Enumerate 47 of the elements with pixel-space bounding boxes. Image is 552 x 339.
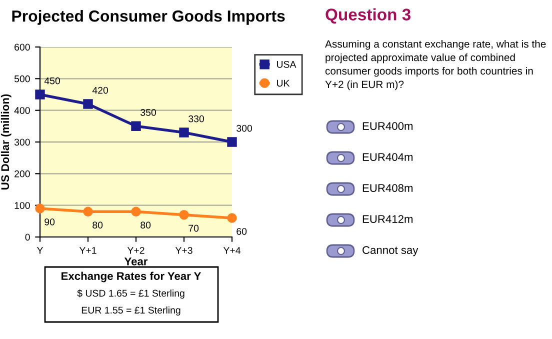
data-label: 70 (188, 224, 199, 232)
x-tick-label: Y+2 (127, 246, 144, 254)
x-axis-title: Year (124, 258, 148, 266)
y-tick-label: 0 (25, 234, 30, 241)
y-tick-label: 600 (14, 44, 30, 51)
y-tick-label: 100 (14, 202, 30, 209)
data-label: 60 (236, 228, 247, 235)
data-label: 80 (140, 222, 151, 229)
text: Question 3 (326, 8, 411, 24)
data-label: 330 (188, 115, 204, 122)
data-label: 420 (92, 86, 108, 94)
point (227, 213, 237, 223)
data-label: 450 (44, 77, 60, 84)
text: EUR404m (362, 153, 413, 161)
legend-label: UK (277, 80, 290, 87)
point (227, 137, 237, 147)
data-label: 300 (236, 124, 252, 132)
legend-label: USA (277, 60, 296, 68)
text: $ USD 1.65 = £1 Sterling (77, 289, 184, 299)
point (179, 128, 189, 138)
text: EUR 1.55 = £1 Sterling (82, 306, 180, 316)
text: Exchange Rates for Year Y (62, 272, 202, 282)
x-tick-label: Y (36, 247, 44, 254)
data-label: 350 (140, 109, 156, 116)
point (131, 121, 141, 132)
data-label: 90 (44, 218, 55, 226)
text: Cannot say (362, 246, 418, 256)
x-tick-label: Y+1 (79, 247, 96, 254)
point (83, 206, 93, 217)
y-tick-label: 300 (14, 138, 30, 146)
point (35, 90, 45, 100)
text: EUR400m (362, 122, 413, 130)
x-tick-label: Y+3 (175, 246, 192, 254)
y-tick-label: 400 (14, 107, 30, 114)
chart-title: Projected Consumer Goods Imports (12, 10, 285, 25)
text: EUR408m (362, 184, 413, 192)
point (83, 99, 93, 109)
data-label: 80 (92, 222, 103, 229)
point (131, 206, 141, 217)
y-axis-title: US Dollar (million) (0, 94, 12, 190)
x-tick-label: Y+4 (223, 247, 240, 254)
point (179, 210, 189, 220)
y-tick-label: 500 (14, 75, 30, 82)
y-tick-label: 200 (14, 170, 30, 178)
text: EUR412m (362, 215, 413, 223)
text: Assuming a constant exchange rate, what is the projected approximate value of combined consumer goods imports for both countries in Y+2 (in EUR m)? (325, 40, 546, 90)
point (35, 204, 45, 214)
